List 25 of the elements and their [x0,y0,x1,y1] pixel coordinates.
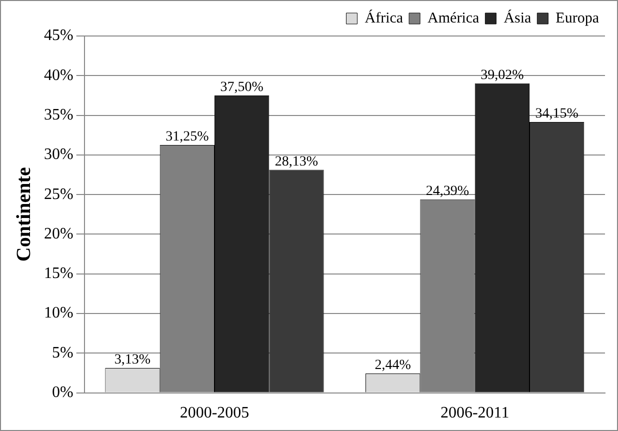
y-tick-label: 30% [44,146,74,164]
legend-label: América [428,10,480,26]
data-label: 37,50% [220,80,264,96]
data-label: 24,39% [426,184,470,200]
legend-label: Ásia [504,9,532,26]
y-tick-label: 25% [44,186,74,203]
data-label: 3,13% [114,352,151,368]
x-tick-label: 2000-2005 [180,404,250,422]
y-tick-label: 0% [52,384,74,402]
y-axis-title: Continente [13,167,36,262]
y-tick-label: 10% [44,304,74,322]
data-label: 34,15% [535,106,579,122]
data-label: 31,25% [166,130,210,145]
y-tick-label: 40% [44,66,74,84]
y-tick-label: 5% [52,344,74,362]
y-tick-label: 35% [44,106,74,124]
legend-label: África [364,9,404,26]
data-label: 2,44% [374,358,412,374]
data-label: 39,02% [480,68,524,84]
x-tick-label: 2006-2011 [440,404,510,422]
y-tick-label: 45% [44,27,74,44]
legend-label: Europa [556,10,600,26]
y-tick-label: 15% [44,265,74,282]
data-label: 28,13% [274,154,318,170]
y-tick-label: 20% [44,225,74,242]
